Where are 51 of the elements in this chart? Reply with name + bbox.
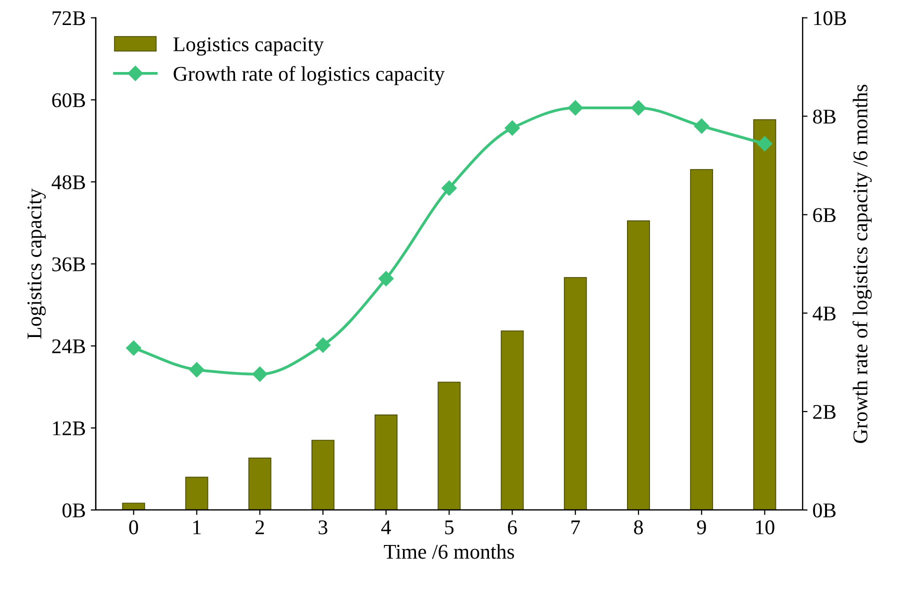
y2-tick-label: 10B	[814, 11, 846, 26]
point	[504, 120, 520, 136]
y-tick-label: 24B	[52, 339, 86, 354]
point	[442, 180, 457, 196]
x-tick-label: 7	[572, 520, 580, 534]
point	[568, 100, 583, 116]
bar	[122, 502, 146, 510]
x-tick-label: 1	[193, 520, 201, 534]
point	[378, 271, 394, 286]
bar	[500, 330, 524, 510]
bar	[627, 220, 650, 510]
bar	[248, 458, 272, 510]
y2-tick-label: 6B	[813, 208, 836, 222]
point	[252, 366, 268, 382]
point	[694, 118, 710, 134]
x-tick-label: 8	[634, 520, 643, 534]
x-tick-label: 5	[445, 520, 454, 534]
point	[189, 362, 204, 378]
x-tick-label: 9	[697, 520, 706, 534]
bar	[374, 414, 398, 510]
y-tick-label: 0B	[62, 503, 86, 518]
point	[757, 136, 772, 152]
x-axis-title: Time /6 months	[384, 544, 514, 559]
point	[630, 100, 646, 116]
point	[126, 340, 142, 356]
bar	[753, 119, 776, 510]
legend-label: Logistics capacity	[173, 37, 324, 56]
legend-label: Growth rate of logistics capacity	[174, 66, 445, 86]
bar	[438, 382, 461, 510]
y-tick-label: 72B	[52, 11, 86, 26]
x-tick-label: 4	[381, 520, 391, 534]
y2-tick-label: 4B	[812, 306, 836, 320]
y-tick-label: 36B	[52, 257, 86, 272]
y-axis-title: Logistics capacity	[27, 188, 46, 339]
y2-axis-title: Growth rate of logistics capacity /6 months	[852, 84, 872, 443]
x-tick-label: 0	[129, 520, 138, 534]
x-tick-label: 3	[318, 520, 328, 534]
x-tick-label: 2	[256, 520, 264, 534]
y2-tick-label: 8B	[813, 110, 836, 124]
y2-tick-label: 0B	[813, 503, 836, 518]
y-tick-label: 12B	[53, 421, 86, 436]
point	[315, 338, 331, 353]
y-tick-label: 48B	[52, 175, 86, 190]
y-tick-label: 60B	[52, 93, 86, 108]
x-tick-label: 6	[508, 520, 517, 534]
x-tick-label: 10	[756, 520, 774, 534]
bar	[311, 440, 334, 510]
bar	[564, 277, 587, 510]
bar	[185, 476, 208, 510]
y2-tick-label: 2B	[813, 404, 836, 419]
bar	[690, 169, 714, 510]
